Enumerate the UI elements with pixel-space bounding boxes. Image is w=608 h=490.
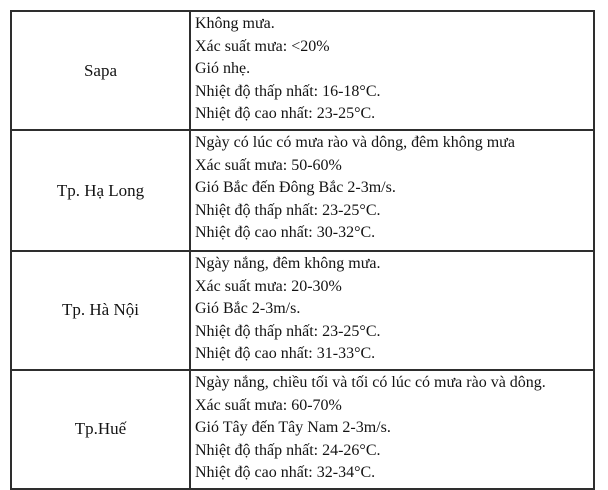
- forecast-line: Gió Tây đến Tây Nam 2-3m/s.: [195, 419, 391, 437]
- city-cell: Sapa: [10, 10, 191, 131]
- forecast-line: Nhiệt độ cao nhất: 30-32°C.: [195, 224, 376, 242]
- forecast-line: Nhiệt độ cao nhất: 31-33°C.: [195, 345, 376, 363]
- city-cell: Tp.Huế: [10, 368, 191, 490]
- forecast-line: Nhiệt độ thấp nhất: 24-26°C.: [195, 441, 381, 459]
- forecast-line: Nhiệt độ thấp nhất: 23-25°C.: [195, 322, 381, 340]
- table-row: Tp.Huế Ngày nắng, chiều tối và tối có lú…: [10, 368, 595, 490]
- forecast-cell: Ngày có lúc có mưa rào và dông, đêm khôn…: [189, 129, 595, 252]
- forecast-line: Gió Bắc đến Đông Bắc 2-3m/s.: [195, 179, 396, 197]
- city-cell: Tp. Hạ Long: [10, 129, 191, 252]
- forecast-cell: Không mưa. Xác suất mưa: <20% Gió nhẹ. N…: [189, 10, 595, 131]
- forecast-line: Xác suất mưa: 20-30%: [195, 277, 342, 295]
- forecast-line: Gió Bắc 2-3m/s.: [195, 300, 301, 318]
- forecast-line: Nhiệt độ thấp nhất: 16-18°C.: [195, 82, 381, 100]
- forecast-line: Xác suất mưa: <20%: [195, 37, 330, 55]
- forecast-line: Xác suất mưa: 60-70%: [195, 396, 342, 414]
- weather-forecast-table: Sapa Không mưa. Xác suất mưa: <20% Gió n…: [10, 10, 595, 490]
- forecast-line: Nhiệt độ cao nhất: 32-34°C.: [195, 464, 376, 482]
- forecast-line: Nhiệt độ thấp nhất: 23-25°C.: [195, 201, 381, 219]
- forecast-line: Gió nhẹ.: [195, 60, 251, 78]
- table-row: Tp. Hạ Long Ngày có lúc có mưa rào và dô…: [10, 129, 595, 252]
- forecast-cell: Ngày nắng, đêm không mưa. Xác suất mưa: …: [189, 250, 595, 371]
- table-row: Tp. Hà Nội Ngày nắng, đêm không mưa. Xác…: [10, 250, 595, 371]
- forecast-line: Ngày nắng, chiều tối và tối có lúc có mư…: [195, 373, 546, 391]
- forecast-cell: Ngày nắng, chiều tối và tối có lúc có mư…: [189, 368, 595, 490]
- forecast-line: Ngày có lúc có mưa rào và dông, đêm khôn…: [195, 134, 515, 151]
- forecast-line: Không mưa.: [195, 15, 275, 32]
- forecast-line: Ngày nắng, đêm không mưa.: [195, 255, 381, 272]
- table-row: Sapa Không mưa. Xác suất mưa: <20% Gió n…: [10, 10, 595, 131]
- forecast-line: Xác suất mưa: 50-60%: [195, 156, 342, 174]
- forecast-line: Nhiệt độ cao nhất: 23-25°C.: [195, 105, 376, 123]
- city-cell: Tp. Hà Nội: [10, 250, 191, 371]
